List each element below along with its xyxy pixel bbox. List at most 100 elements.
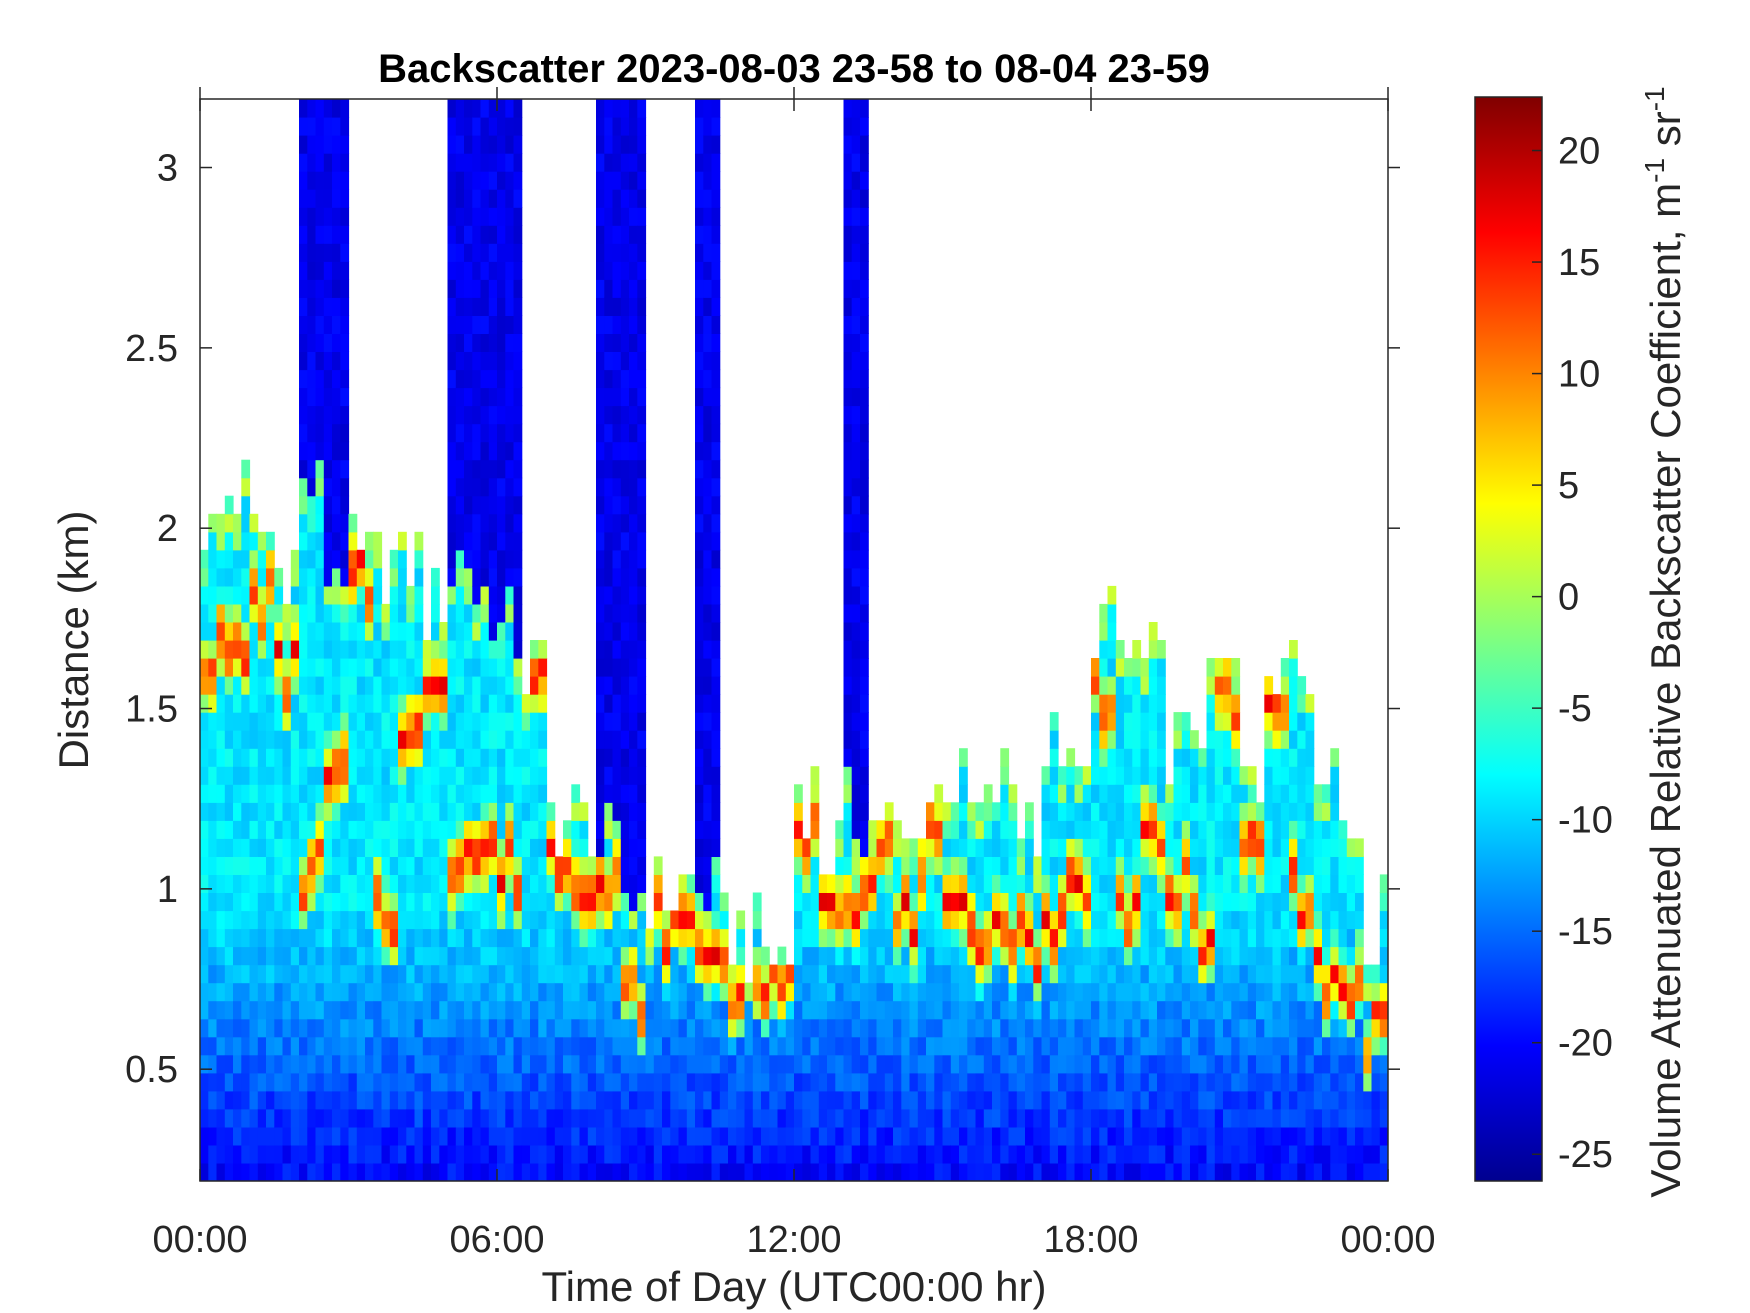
heatmap-cell [711, 676, 721, 695]
heatmap-cell [505, 982, 515, 1002]
heatmap-cell [942, 820, 952, 839]
heatmap-cell [447, 694, 457, 713]
heatmap-cell [224, 982, 234, 1002]
heatmap-cell [332, 676, 341, 695]
heatmap-cell [290, 1108, 300, 1128]
heatmap-cell [711, 838, 721, 857]
heatmap-cell [612, 622, 622, 641]
heatmap-cell [827, 1000, 836, 1020]
heatmap-cell [356, 585, 366, 605]
heatmap-cell [950, 1126, 960, 1146]
heatmap-cell [1379, 1144, 1388, 1164]
heatmap-cell [224, 694, 234, 713]
heatmap-cell [513, 135, 523, 154]
heatmap-cell [216, 1072, 226, 1092]
heatmap-cell [1256, 820, 1265, 839]
heatmap-cell [414, 892, 424, 912]
heatmap-cell [414, 1072, 424, 1092]
heatmap-cell [703, 802, 713, 821]
heatmap-cell [200, 658, 209, 677]
heatmap-cell [612, 369, 622, 389]
heatmap-cell [249, 1163, 259, 1181]
heatmap-cell [497, 333, 506, 352]
heatmap-cell [1272, 1054, 1282, 1074]
heatmap-cell [1280, 1036, 1290, 1056]
heatmap-cell [1280, 1126, 1290, 1146]
heatmap-cell [307, 1144, 317, 1164]
heatmap-cell [1049, 820, 1059, 839]
heatmap-cell [703, 1000, 713, 1020]
heatmap-cell [1157, 802, 1166, 821]
heatmap-cell [488, 1144, 498, 1164]
heatmap-cell [208, 603, 218, 623]
heatmap-cell [1066, 784, 1076, 803]
heatmap-cell [233, 640, 242, 659]
heatmap-cell [596, 658, 605, 677]
heatmap-cell [521, 874, 531, 893]
heatmap-cell [200, 820, 209, 839]
heatmap-cell [1165, 1144, 1175, 1164]
heatmap-cell [934, 1126, 944, 1146]
heatmap-cell [224, 964, 234, 984]
heatmap-cell [447, 730, 457, 749]
heatmap-cell [1322, 874, 1331, 893]
heatmap-cell [604, 874, 614, 893]
heatmap-cell [1033, 874, 1043, 893]
heatmap-cell [538, 1018, 548, 1038]
heatmap-cell [315, 820, 325, 839]
heatmap-cell [257, 640, 267, 659]
heatmap-cell [340, 982, 350, 1002]
heatmap-cell [530, 1163, 539, 1181]
heatmap-cell [472, 405, 482, 425]
heatmap-cell [472, 477, 482, 497]
heatmap-cell [480, 1144, 490, 1164]
heatmap-cell [620, 135, 630, 154]
heatmap-cell [299, 567, 308, 587]
heatmap-cell [1239, 1090, 1249, 1110]
heatmap-cell [389, 712, 399, 731]
heatmap-cell [703, 1126, 713, 1146]
heatmap-cell [233, 766, 242, 785]
heatmap-cell [860, 351, 869, 371]
heatmap-cell [249, 838, 259, 857]
heatmap-cell [1066, 1126, 1076, 1146]
heatmap-cell [447, 748, 457, 767]
heatmap-cell [1214, 748, 1224, 767]
heatmap-cell [637, 712, 647, 731]
heatmap-cell [200, 946, 209, 966]
heatmap-cell [884, 946, 894, 966]
heatmap-cell [497, 369, 506, 389]
heatmap-cell [447, 856, 457, 875]
heatmap-cell [851, 1126, 861, 1146]
heatmap-cell [604, 712, 614, 731]
heatmap-cell [942, 838, 952, 857]
heatmap-cell [1231, 1090, 1241, 1110]
heatmap-cell [241, 964, 251, 984]
heatmap-cell [299, 802, 308, 821]
heatmap-cell [1305, 802, 1315, 821]
heatmap-cell [604, 640, 614, 659]
heatmap-cell [604, 135, 614, 154]
heatmap-cell [340, 333, 350, 352]
heatmap-cell [1157, 1126, 1166, 1146]
heatmap-cell [604, 766, 614, 785]
heatmap-cell [1338, 982, 1348, 1002]
heatmap-cell [340, 1144, 350, 1164]
heatmap-cell [794, 1072, 803, 1092]
heatmap-cell [356, 730, 366, 749]
heatmap-cell [257, 982, 267, 1002]
heatmap-cell [455, 1036, 465, 1056]
heatmap-cell [1033, 1108, 1043, 1128]
heatmap-cell [373, 603, 383, 623]
heatmap-cell [1289, 658, 1298, 677]
heatmap-cell [488, 802, 498, 821]
heatmap-cell [1157, 892, 1166, 912]
heatmap-cell [266, 622, 275, 641]
heatmap-cell [381, 1126, 391, 1146]
heatmap-cell [307, 117, 317, 136]
heatmap-cell [381, 1072, 391, 1092]
heatmap-cell [604, 153, 614, 172]
heatmap-cell [233, 982, 242, 1002]
heatmap-cell [810, 1163, 820, 1181]
heatmap-cell [967, 1144, 977, 1164]
